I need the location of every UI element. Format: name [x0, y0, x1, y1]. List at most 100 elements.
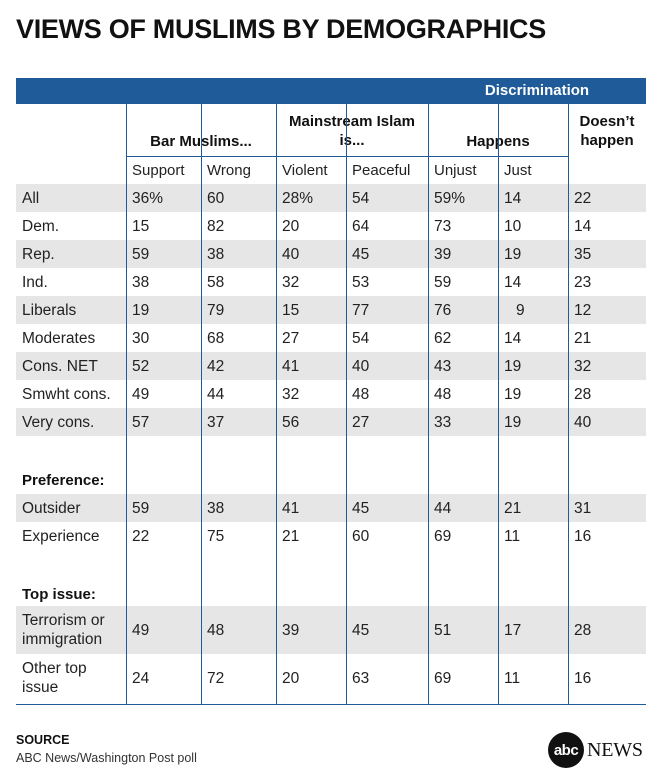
table-cell: 32: [282, 273, 300, 291]
column-sub-header: Violent: [282, 162, 328, 179]
table-row: Rep. 59 38 40 45 39 19 35: [16, 240, 646, 268]
table-row: Moderates 30 68 27 54 62 14 21: [16, 324, 646, 352]
table-cell: 31: [574, 499, 592, 517]
table-cell: 53: [352, 273, 370, 291]
table-cell: 27: [352, 413, 370, 431]
table-cell: 45: [352, 621, 370, 639]
table-cell: 32: [574, 357, 592, 375]
table-cell: 14: [504, 273, 522, 291]
table-cell: 64: [352, 217, 370, 235]
column-sub-header: Support: [132, 162, 185, 179]
table-row: Terrorism or immigration 49 48 39 45 51 17 28: [16, 606, 646, 654]
table-cell: 16: [574, 669, 592, 687]
table-cell: 15: [132, 217, 150, 235]
table-cell: 54: [352, 329, 370, 347]
source-text: ABC News/Washington Post poll: [16, 751, 197, 765]
column-divider: [201, 104, 202, 704]
header-underline: [126, 156, 276, 157]
table-cell: 37: [207, 413, 225, 431]
header-underline: [276, 156, 428, 157]
table-cell: 21: [282, 527, 300, 545]
table-cell: 16: [574, 527, 592, 545]
table-cell: 60: [352, 527, 370, 545]
column-sub-header: Unjust: [434, 162, 477, 179]
table-cell: 52: [132, 357, 150, 375]
table-cell: 38: [207, 499, 225, 517]
table-cell: 14: [504, 329, 522, 347]
table-cell: 39: [434, 245, 452, 263]
table-cell: 68: [207, 329, 225, 347]
table-cell: 69: [434, 527, 452, 545]
header-underline: [428, 156, 568, 157]
table-cell: 22: [132, 527, 150, 545]
row-label: Moderates: [22, 329, 96, 347]
table-cell: 77: [352, 301, 370, 319]
table-cell: 48: [352, 385, 370, 403]
abc-logo-wordmark: NEWS: [587, 738, 643, 761]
table-cell: 17: [504, 621, 522, 639]
column-group-header: Doesn’t happen: [579, 113, 635, 149]
row-label: Other top issue: [22, 660, 87, 696]
table-cell: 42: [207, 357, 225, 375]
table-cell: 39: [282, 621, 300, 639]
column-divider: [346, 104, 347, 704]
table-cell: 15: [282, 301, 300, 319]
table-cell: 73: [434, 217, 452, 235]
table-cell: 20: [282, 669, 300, 687]
table-row: All 36% 60 28% 54 59% 14 22: [16, 184, 646, 212]
table-cell: 45: [352, 245, 370, 263]
table-cell: 32: [282, 385, 300, 403]
table-row: Cons. NET 52 42 41 40 43 19 32: [16, 352, 646, 380]
table-cell: 11: [504, 527, 521, 545]
table-cell: 24: [132, 669, 150, 687]
table-cell: 30: [132, 329, 150, 347]
table-cell: 44: [434, 499, 452, 517]
table-cell: 28: [574, 385, 592, 403]
table-cell: 10: [504, 217, 522, 235]
table-cell: 22: [574, 189, 592, 207]
table-cell: 69: [434, 669, 452, 687]
table-row: Outsider 59 38 41 45 44 21 31: [16, 494, 646, 522]
table-cell: 38: [132, 273, 150, 291]
table-cell: 14: [574, 217, 592, 235]
table-row: Ind. 38 58 32 53 59 14 23: [16, 268, 646, 296]
column-group-header: Mainstream Islam is...: [289, 113, 415, 149]
table-bottom-rule: [16, 704, 646, 705]
row-label: Liberals: [22, 301, 77, 319]
table-cell: 11: [504, 669, 521, 687]
table-cell: 9: [516, 301, 525, 319]
row-label: Dem.: [22, 217, 60, 235]
table-cell: 35: [574, 245, 592, 263]
column-group-header: Happens: [466, 133, 530, 150]
table-cell: 59: [434, 273, 452, 291]
column-divider: [568, 104, 569, 704]
table-row: Dem. 15 82 20 64 73 10 14: [16, 212, 646, 240]
column-sub-header: Peaceful: [352, 162, 411, 179]
table-cell: 23: [574, 273, 592, 291]
row-label: Terrorism or immigration: [22, 612, 105, 648]
table-cell: 33: [434, 413, 452, 431]
table-row: Liberals 19 79 15 77 76 9 12: [16, 296, 646, 324]
column-divider: [498, 104, 499, 704]
discrimination-label: Discrimination: [484, 82, 590, 99]
table-row: Other top issue 24 72 20 63 69 11 16: [16, 654, 646, 702]
row-label: Outsider: [22, 499, 81, 517]
table-cell: 38: [207, 245, 225, 263]
table-cell: 41: [282, 499, 300, 517]
table-cell: 14: [504, 189, 522, 207]
column-divider: [428, 104, 429, 704]
row-label: Experience: [22, 527, 100, 545]
table-cell: 49: [132, 385, 150, 403]
table-cell: 40: [574, 413, 592, 431]
column-divider: [126, 104, 127, 704]
table-cell: 59: [132, 499, 150, 517]
table-cell: 19: [504, 413, 522, 431]
abc-logo-mark: abc: [548, 732, 584, 768]
table-cell: 28%: [282, 189, 314, 207]
row-label: Smwht cons.: [22, 385, 111, 403]
table-cell: 51: [434, 621, 452, 639]
row-label: Very cons.: [22, 413, 95, 431]
table-cell: 19: [504, 357, 522, 375]
table-cell: 56: [282, 413, 300, 431]
column-divider: [276, 104, 277, 704]
